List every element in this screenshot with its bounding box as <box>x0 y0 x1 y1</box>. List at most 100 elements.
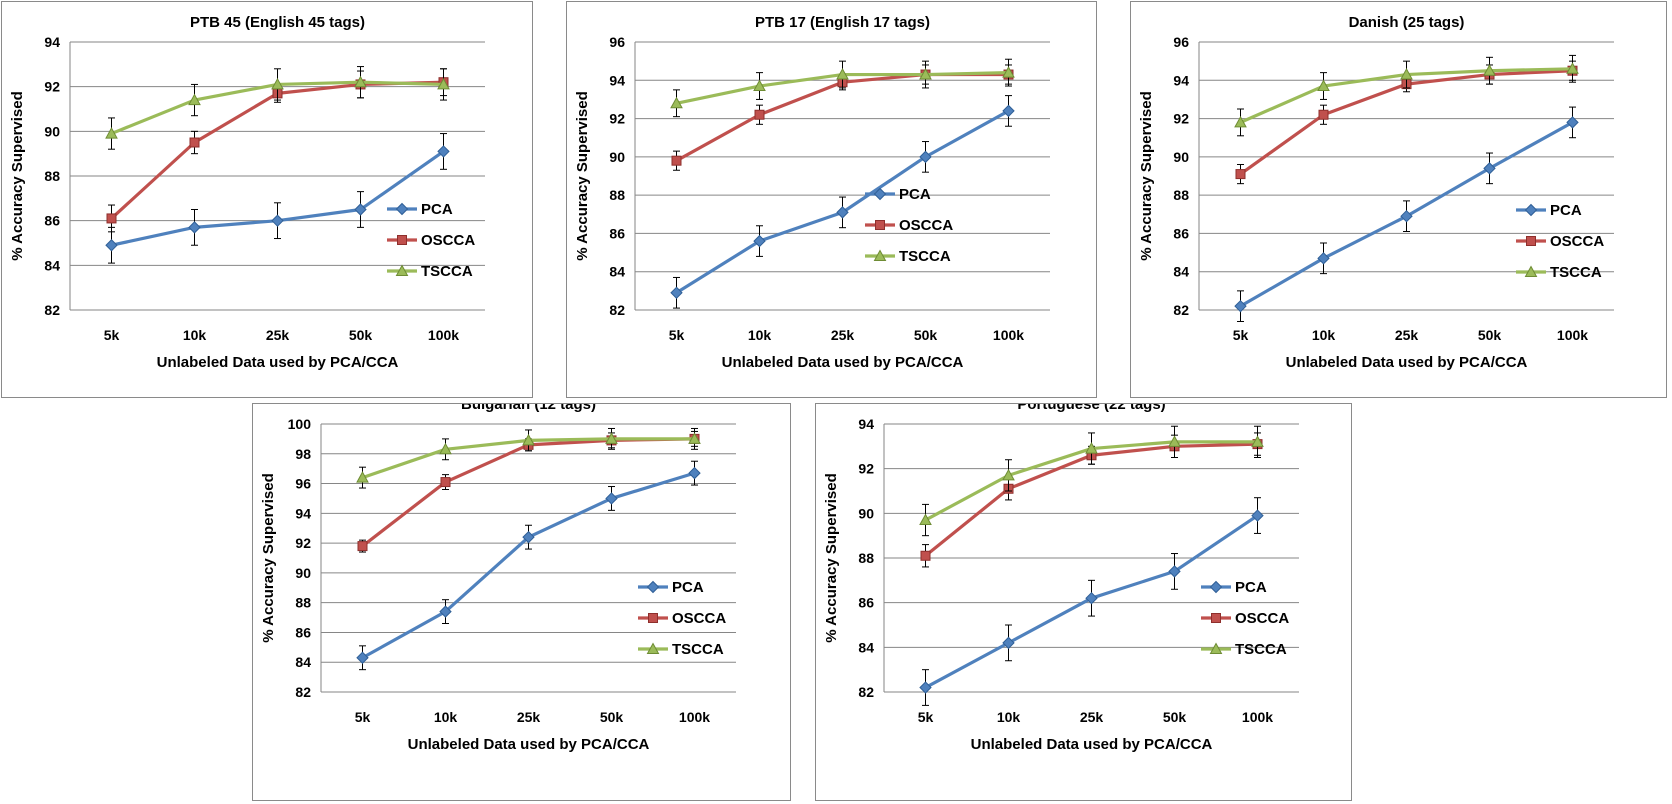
legend-marker <box>1524 265 1538 277</box>
x-tick-label: 50k <box>1478 327 1502 343</box>
chart-title: Portuguese (22 tags) <box>1017 404 1165 413</box>
data-point <box>919 513 932 526</box>
legend-label: TSCCA <box>421 263 473 280</box>
data-point <box>1002 104 1015 118</box>
y-tick-label: 94 <box>44 34 60 50</box>
y-tick-label: 94 <box>609 72 625 88</box>
y-tick-label: 82 <box>609 302 625 318</box>
legend-marker <box>1526 236 1536 246</box>
legend: PCA OSCCA TSCCA <box>1201 579 1289 658</box>
legend-marker <box>1209 580 1223 594</box>
y-axis-title: % Accuracy Supervised <box>9 91 26 261</box>
y-tick-label: 94 <box>1173 72 1189 88</box>
legend-marker <box>873 249 887 261</box>
data-point <box>189 137 200 148</box>
y-tick-label: 84 <box>1173 264 1189 280</box>
x-tick-label: 25k <box>517 709 541 725</box>
data-point <box>605 432 618 444</box>
data-point <box>605 492 618 505</box>
data-point <box>670 286 683 299</box>
data-point <box>1234 299 1247 313</box>
data-point <box>1318 109 1329 120</box>
legend-marker <box>646 580 660 594</box>
y-tick-label: 86 <box>1173 225 1189 241</box>
y-tick-label: 92 <box>858 461 874 477</box>
data-point <box>1317 252 1330 265</box>
data-point <box>919 681 932 694</box>
x-tick-label: 50k <box>914 327 938 343</box>
series-pca <box>670 95 1015 309</box>
y-tick-label: 94 <box>858 416 874 432</box>
y-tick-label: 90 <box>295 565 311 581</box>
y-tick-label: 98 <box>295 446 311 462</box>
x-tick-label: 10k <box>183 327 207 343</box>
x-tick-label: 25k <box>266 327 290 343</box>
data-point <box>356 651 369 664</box>
series-pca <box>105 133 450 264</box>
data-point <box>919 150 932 164</box>
y-tick-label: 92 <box>44 79 60 95</box>
legend-marker <box>397 235 407 245</box>
data-point <box>688 432 701 444</box>
line-chart: Bulgarian (12 tags) 82 84 86 88 90 92 94 96 98 100… <box>260 404 736 753</box>
y-tick-label: 84 <box>44 257 60 273</box>
legend-label: TSCCA <box>1550 264 1602 281</box>
data-point <box>919 68 932 80</box>
data-point <box>354 75 367 88</box>
legend-label: OSCCA <box>1235 610 1289 627</box>
x-tick-label: 50k <box>600 709 624 725</box>
data-point <box>356 471 369 483</box>
series-tscca <box>670 58 1015 118</box>
data-point <box>1483 162 1496 175</box>
y-tick-label: 100 <box>288 416 312 432</box>
y-tick-label: 86 <box>44 213 60 229</box>
data-point <box>105 239 118 252</box>
chart-panel-portuguese: Portuguese (22 tags) 82 84 86 88 90 92 94 5k 10k 2… <box>815 403 1352 801</box>
y-tick-label: 82 <box>1173 302 1189 318</box>
y-tick-label: 92 <box>1173 111 1189 127</box>
series-tscca <box>919 425 1264 537</box>
series-line <box>361 471 695 660</box>
x-tick-label: 5k <box>918 709 934 725</box>
x-axis-title: Unlabeled Data used by PCA/CCA <box>1286 354 1528 371</box>
y-tick-label: 88 <box>44 168 60 184</box>
legend-label: PCA <box>672 579 704 596</box>
data-point <box>754 109 765 120</box>
data-point <box>188 221 201 234</box>
y-tick-label: 88 <box>1173 187 1189 203</box>
legend-label: TSCCA <box>1235 641 1287 658</box>
data-point <box>105 127 118 139</box>
chart-title: Bulgarian (12 tags) <box>461 404 596 413</box>
y-tick-label: 88 <box>295 595 311 611</box>
y-tick-label: 92 <box>295 535 311 551</box>
y-tick-label: 90 <box>609 149 625 165</box>
y-tick-label: 94 <box>295 505 311 521</box>
series-pca <box>1234 106 1579 322</box>
legend-label: TSCCA <box>899 248 951 265</box>
x-tick-label: 25k <box>1395 327 1419 343</box>
x-tick-label: 5k <box>355 709 371 725</box>
x-tick-label: 100k <box>679 709 710 725</box>
line-chart: PTB 17 (English 17 tags) 82 84 86 88 90 92 94 96… <box>574 14 1050 371</box>
chart-title: PTB 17 (English 17 tags) <box>755 14 930 31</box>
x-tick-label: 50k <box>349 327 373 343</box>
x-tick-label: 5k <box>1233 327 1249 343</box>
chart-panel-ptb45: PTB 45 (English 45 tags) 82 84 86 88 90 92 94 5k… <box>1 1 533 398</box>
y-tick-label: 90 <box>1173 149 1189 165</box>
data-point <box>670 96 683 109</box>
y-tick-label: 84 <box>295 654 311 670</box>
legend-marker <box>1209 642 1223 654</box>
y-axis-title: % Accuracy Supervised <box>260 473 277 643</box>
x-tick-label: 100k <box>1242 709 1273 725</box>
data-point <box>688 466 701 480</box>
legend-label: OSCCA <box>672 610 726 627</box>
y-axis-title: % Accuracy Supervised <box>823 473 840 643</box>
x-tick-label: 5k <box>669 327 685 343</box>
data-point <box>188 93 201 106</box>
legend: PCA OSCCA TSCCA <box>865 186 953 265</box>
x-axis-title: Unlabeled Data used by PCA/CCA <box>157 354 399 371</box>
data-point <box>357 541 368 552</box>
data-point <box>1235 169 1246 180</box>
y-tick-label: 86 <box>858 595 874 611</box>
y-tick-label: 96 <box>609 34 625 50</box>
